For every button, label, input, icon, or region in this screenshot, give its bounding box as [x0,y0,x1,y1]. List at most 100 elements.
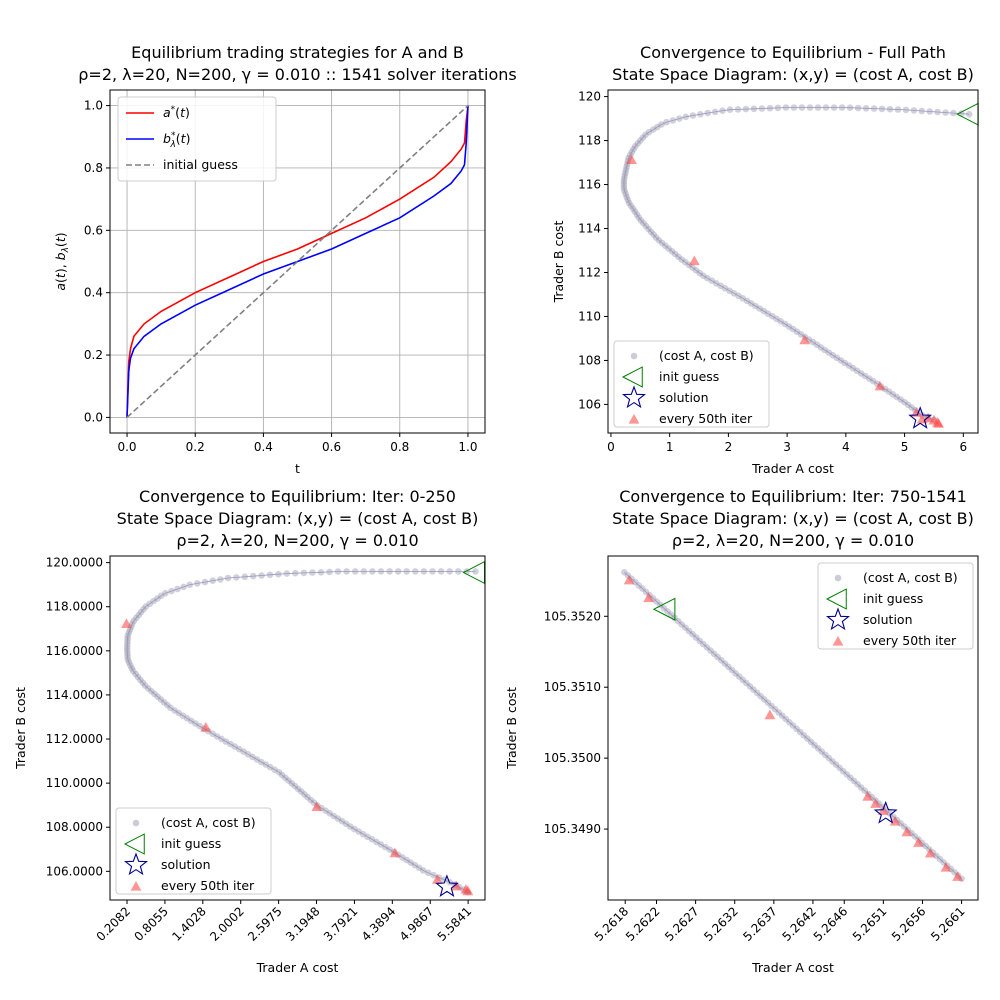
state-point [798,104,806,111]
state-point [420,568,428,575]
chart-title-line: Convergence to Equilibrium: Iter: 750-15… [619,487,967,506]
state-point [186,581,193,589]
state-point [700,640,707,648]
state-point [782,104,790,111]
state-point [660,604,668,612]
solution-marker [873,800,898,824]
path-line [623,107,970,421]
state-point [130,617,138,625]
state-point [726,106,734,113]
y-tick-label: 0.4 [84,286,103,300]
state-point [330,812,338,820]
y-tick-label: 0.2 [84,348,103,362]
legend-box [117,96,277,182]
legend-label: b* λ(t) [163,131,190,150]
state-point [668,248,676,255]
state-point [764,310,772,318]
state-point [700,272,707,280]
x-tick-label: 1 [666,440,674,454]
state-point [825,754,833,762]
panel-p4: Convergence to Equilibrium: Iter: 750-15… [504,487,979,975]
x-tick-label: 3.1948 [283,904,323,944]
state-point [671,250,679,258]
legend-box [817,562,974,650]
y-tick-label: 106 [578,397,601,411]
state-point [650,231,657,238]
state-point [637,217,645,224]
every-50th-marker [910,407,922,417]
panel-p2: Convergence to Equilibrium - Full Path St… [551,43,979,476]
x-tick-label: 0 [607,440,615,454]
x-tick-label: 5.2627 [662,904,702,944]
state-point [429,568,436,575]
state-point [682,624,689,631]
plot-area [620,104,973,428]
state-point [137,676,144,684]
state-point [830,104,838,111]
state-point [832,761,840,768]
state-point [752,302,759,310]
state-point [689,264,696,271]
y-tick-label: 112 [578,265,601,279]
state-point [861,372,869,380]
chart-title-line: State Space Diagram: (x,y) = (cost A, co… [612,509,974,528]
state-point [886,810,894,817]
state-point [278,771,286,779]
y-tick-label: 105.3500 [544,751,601,765]
state-point [183,715,191,722]
state-point [838,104,846,111]
legend-star-icon [825,607,851,631]
state-point [624,196,632,204]
state-point [275,768,283,776]
state-point [704,274,711,282]
state-point [839,767,847,775]
axes-frame [607,555,979,901]
state-point [123,647,131,654]
state-point [253,756,261,763]
series-line-1 [126,105,469,418]
y-tick-label: 120.0000 [46,556,103,570]
state-point [746,683,754,690]
y-tick-label: 112.0000 [46,732,103,746]
state-point [446,568,454,575]
state-point [343,568,350,575]
legend-label: init guess [161,836,221,851]
state-point [160,699,168,706]
y-axis-label: a(t), bλ(t) [53,232,71,290]
state-point [175,709,182,717]
panel-p1: Equilibrium trading strategies for A and… [53,43,517,476]
state-point [351,825,358,833]
state-point [793,328,801,336]
state-point [386,568,393,575]
state-point [692,267,700,274]
state-point [141,682,149,689]
state-point [750,686,757,693]
state-point [778,712,786,719]
legend-star-icon [123,852,149,876]
state-point [728,666,736,674]
x-tick-label: 0.2082 [94,904,134,944]
state-point [645,225,652,233]
state-point [639,134,647,141]
state-point [630,145,637,153]
state-point [865,375,873,382]
state-point [213,733,221,740]
state-point [711,108,719,116]
state-point [455,568,462,575]
state-point [407,859,415,866]
state-point [663,118,670,126]
state-point [124,638,131,645]
state-point [124,656,132,663]
state-point [368,836,376,843]
y-tick-label: 114 [578,222,601,236]
state-point [743,679,750,687]
state-point [631,143,639,150]
path-line [624,572,962,879]
state-point [620,184,628,192]
state-point [739,676,747,684]
y-tick-label: 0.8 [84,161,103,175]
state-point [634,140,642,147]
state-point [766,104,774,112]
x-tick-label: 2 [725,440,733,454]
state-point [294,785,302,793]
